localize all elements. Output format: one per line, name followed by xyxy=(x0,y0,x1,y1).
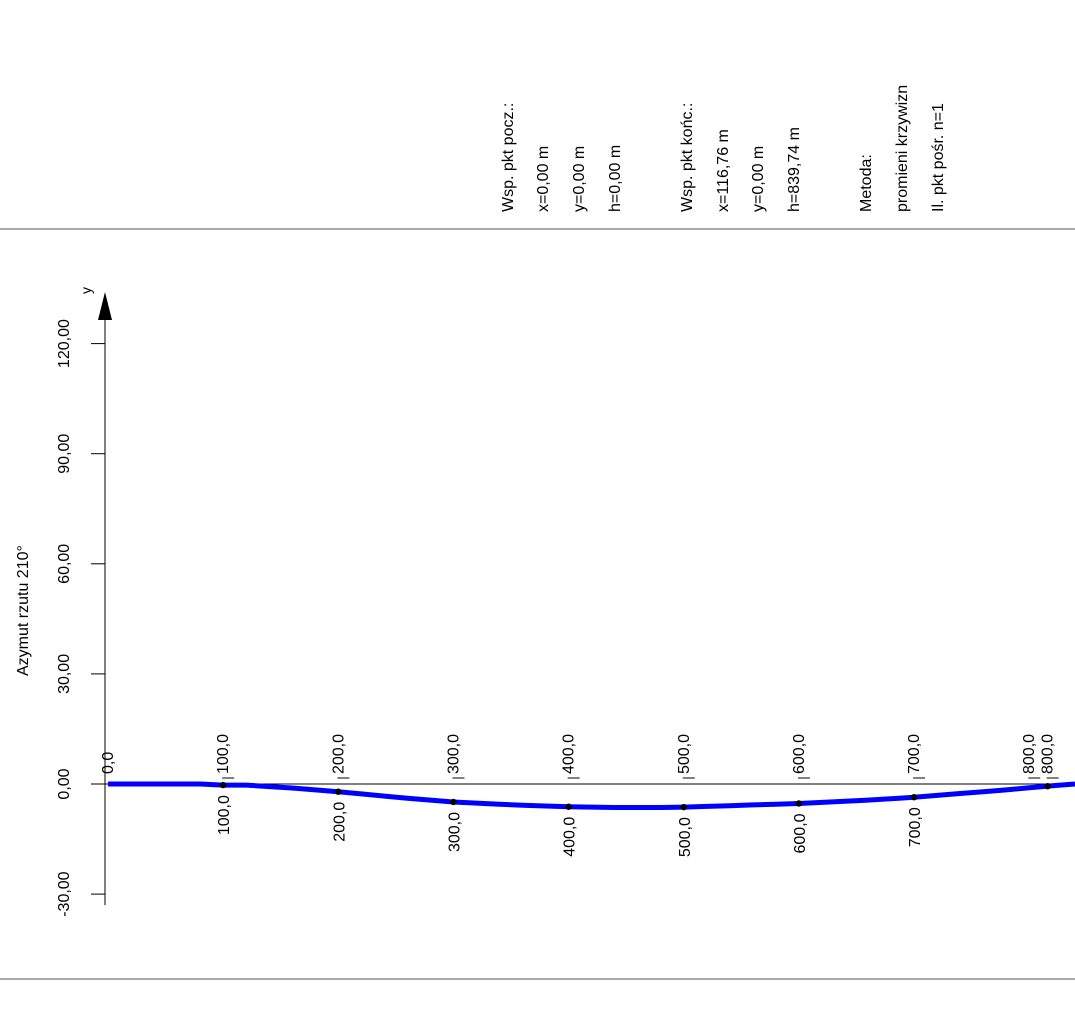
point-label: 400,0 xyxy=(562,817,579,857)
depth-tick-label: 800,0 xyxy=(1021,734,1038,774)
depth-tick-label: 100,0 xyxy=(215,734,232,774)
start-y: y=0,00 m xyxy=(571,146,588,212)
end-h: h=839,74 m xyxy=(786,127,803,212)
depth-tick-label: 0,0 xyxy=(100,752,117,774)
data-point xyxy=(565,803,572,810)
depth-tick-label: 200,0 xyxy=(330,734,347,774)
method-title: Metoda: xyxy=(858,154,875,212)
depth-tick-label: 300,0 xyxy=(445,734,462,774)
data-point xyxy=(1044,783,1051,790)
y-ticks-group: -30,00 0,00 30,00 60,00 90,00 120,00 xyxy=(56,319,105,917)
series-line-0 xyxy=(108,781,1075,810)
y-axis-label: Azymut rzutu 210° xyxy=(15,545,32,676)
y-tick-label: 0,00 xyxy=(56,768,73,799)
depth-tick-label: 500,0 xyxy=(676,734,693,774)
start-x: x=0,00 m xyxy=(535,146,552,212)
start-h: h=0,00 m xyxy=(607,145,624,212)
y-tick-label: 120,00 xyxy=(56,319,73,368)
data-point xyxy=(335,788,342,795)
point-label: 700,0 xyxy=(907,807,924,847)
end-title: Wsp. pkt końc.: xyxy=(679,103,696,212)
depth-tick-label: 600,0 xyxy=(791,734,808,774)
depth-tick-label: 800,0 xyxy=(1040,734,1057,774)
end-y: y=0,00 m xyxy=(750,146,767,212)
data-point xyxy=(219,781,227,789)
data-point xyxy=(910,794,918,801)
end-x: x=116,76 m xyxy=(715,129,732,212)
depth-tick-label: 400,0 xyxy=(561,734,578,774)
point-label: 200,0 xyxy=(331,802,348,842)
depth-ticks-group: 0,0 100,0 200,0 300,0 400,0 500,0 600,0 700,0 80… xyxy=(100,734,1059,779)
y-axis-letter: y xyxy=(78,287,94,294)
point-label: 500,0 xyxy=(677,817,694,857)
data-point xyxy=(680,803,687,811)
y-tick-label: 60,00 xyxy=(56,544,73,584)
y-tick-label: 90,00 xyxy=(56,434,73,474)
data-point xyxy=(795,800,803,807)
data-point xyxy=(450,798,457,806)
start-title: Wsp. pkt pocz.: xyxy=(500,103,517,212)
point-label: 600,0 xyxy=(792,813,809,853)
point-label: 100,0 xyxy=(216,795,233,835)
info-block: Wsp. pkt pocz.: x=0,00 m y=0,00 m h=0,00… xyxy=(500,85,947,212)
y-axis-arrow xyxy=(98,292,112,320)
y-tick-label: -30,00 xyxy=(56,871,73,916)
method-name: promieni krzywizn xyxy=(894,85,911,212)
points-group: 100,0 200,0 300,0 400,0 500,0 600,0 700,0 xyxy=(216,781,1051,857)
depth-tick-label: 700,0 xyxy=(906,734,923,774)
method-points: Il. pkt pośr. n=1 xyxy=(930,103,947,212)
point-label: 300,0 xyxy=(446,812,463,852)
y-tick-label: 30,00 xyxy=(56,654,73,694)
series-group xyxy=(108,781,1075,810)
